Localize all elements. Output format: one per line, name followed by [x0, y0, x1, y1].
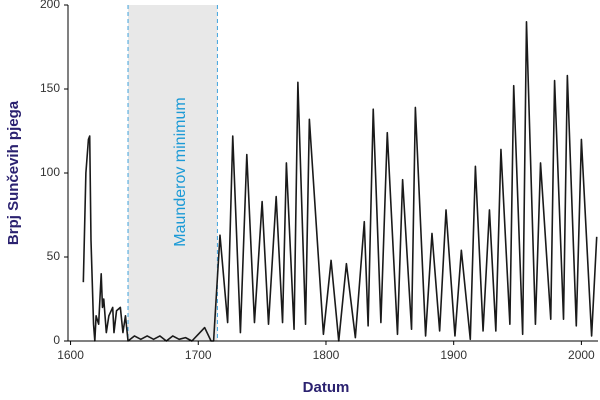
data-line [82, 21, 598, 342]
y-tick-label: 100 [40, 165, 60, 179]
x-tick-label: 1600 [57, 348, 84, 362]
x-tick-label: 1800 [313, 348, 340, 362]
y-tick-label: 0 [53, 333, 60, 347]
y-axis-title: Brpj Sunčevih pjega [5, 100, 22, 245]
x-tick-label: 1900 [440, 348, 467, 362]
x-tick-label: 1700 [185, 348, 212, 362]
y-tick-label: 150 [40, 81, 60, 95]
y-tick-label: 200 [40, 0, 60, 11]
x-tick-label: 2000 [568, 348, 595, 362]
shade-label: Maunderov minimum [172, 97, 189, 246]
y-tick-label: 50 [47, 249, 61, 263]
x-axis-title: Datum [303, 379, 350, 396]
shade-region [128, 5, 218, 341]
